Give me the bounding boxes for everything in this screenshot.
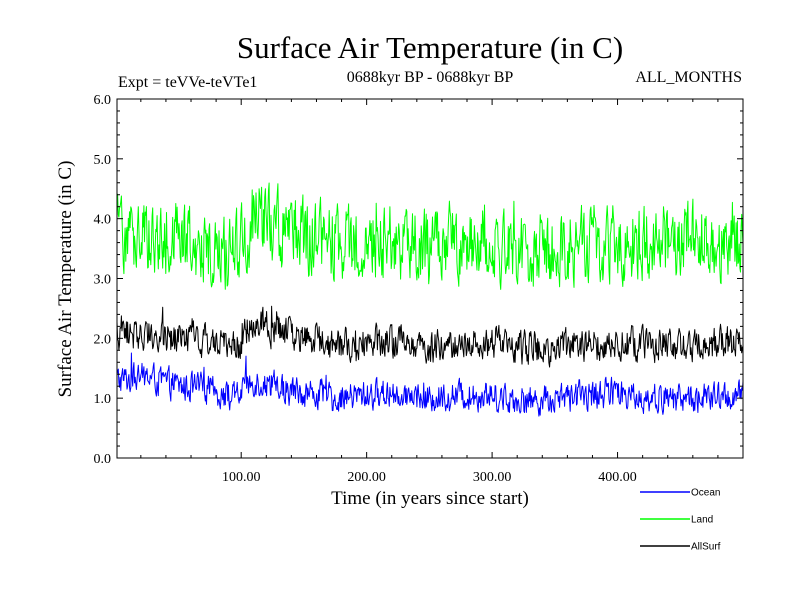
x-tick-label: 200.00 <box>347 470 386 485</box>
y-tick-label: 4.0 <box>94 213 112 228</box>
period-label: 0688kyr BP - 0688kyr BP <box>347 69 514 86</box>
x-tick-label: 400.00 <box>598 470 637 485</box>
y-tick-label: 1.0 <box>94 392 112 407</box>
legend: Ocean Land AllSurf <box>640 488 721 553</box>
experiment-label: Expt = teVVe-teVTe1 <box>118 74 257 91</box>
series-line-ocean <box>116 352 744 417</box>
legend-label-ocean: Ocean <box>691 488 720 499</box>
chart-title: Surface Air Temperature (in C) <box>237 30 623 65</box>
series-line-land <box>116 182 744 290</box>
x-axis-label: Time (in years since start) <box>331 488 529 509</box>
y-tick-label: 2.0 <box>94 332 112 347</box>
series-line-allsurf <box>116 305 744 368</box>
y-tick-label: 5.0 <box>94 153 112 168</box>
legend-label-allsurf: AllSurf <box>691 542 721 553</box>
legend-label-land: Land <box>691 515 713 526</box>
axis-ticks: 0.0 1.0 2.0 3.0 4.0 5.0 6.0 100.00 200.00 300.00 4… <box>94 93 743 485</box>
x-tick-label: 100.00 <box>222 470 261 485</box>
series-layer <box>116 182 744 417</box>
y-tick-label: 6.0 <box>94 93 112 108</box>
y-axis-label: Surface Air Temperature (in C) <box>55 161 76 398</box>
months-label: ALL_MONTHS <box>635 69 742 86</box>
y-tick-label: 3.0 <box>94 273 112 288</box>
y-tick-label: 0.0 <box>94 452 112 467</box>
x-tick-label: 300.00 <box>473 470 512 485</box>
